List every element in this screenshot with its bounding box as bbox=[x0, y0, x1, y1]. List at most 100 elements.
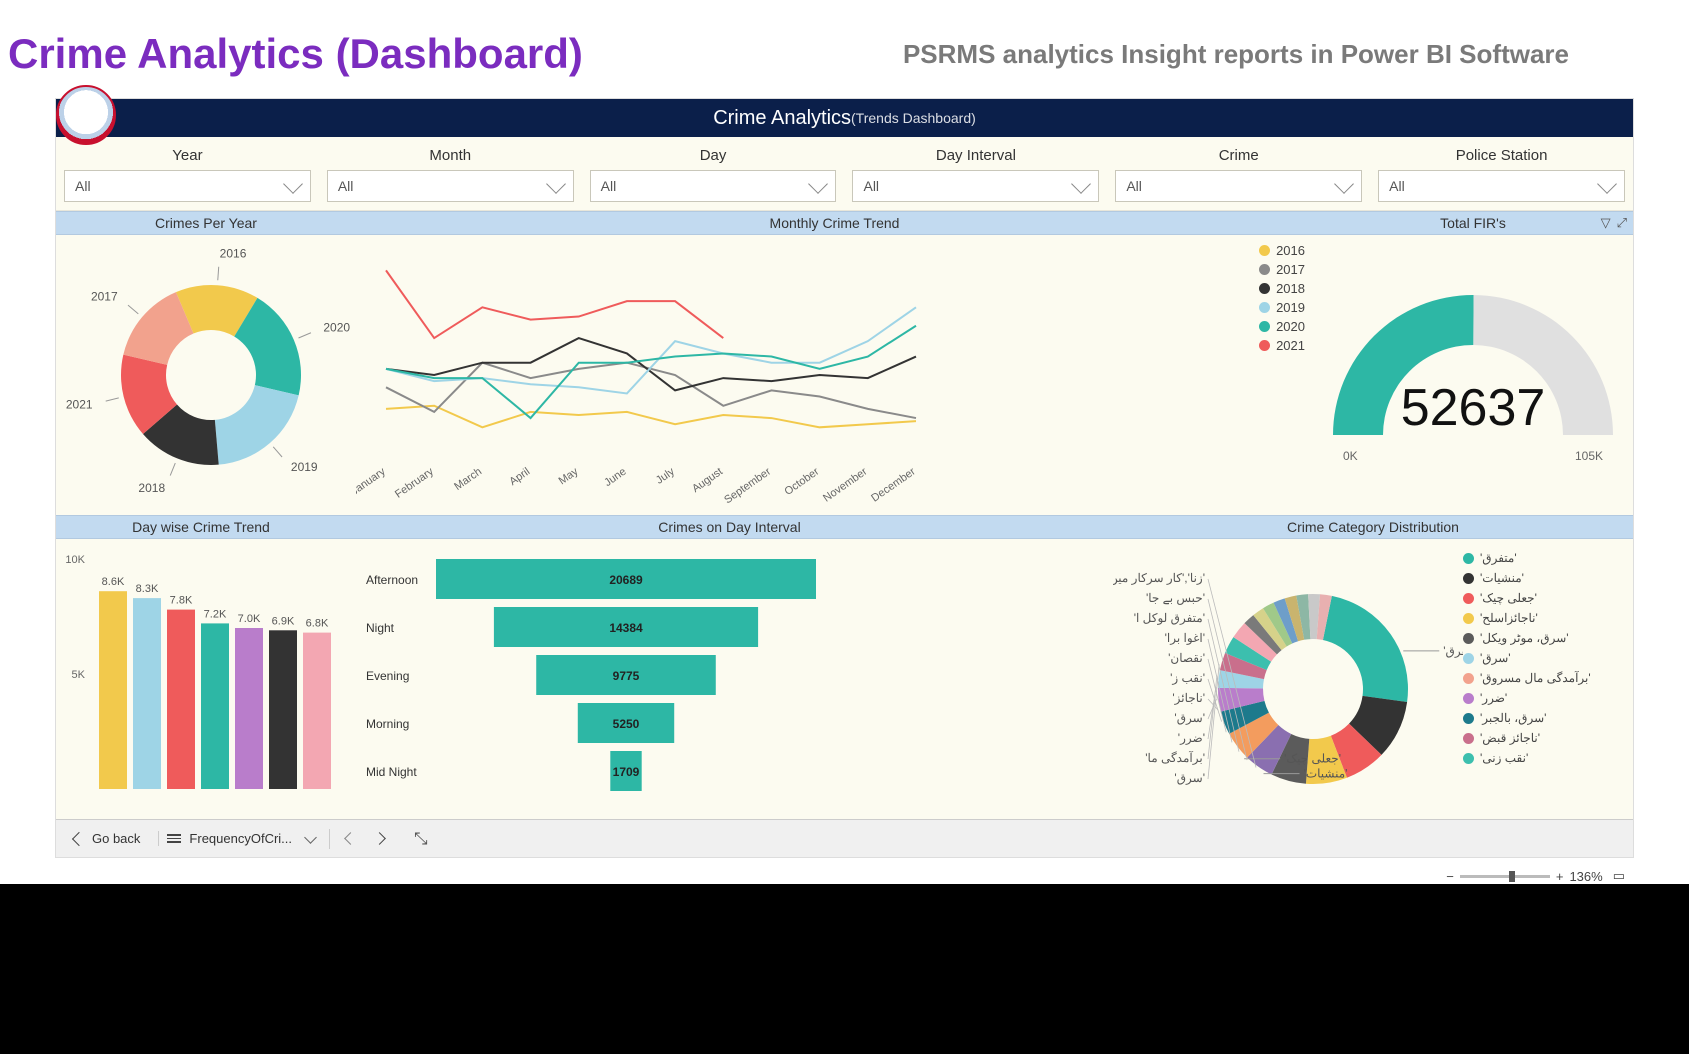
filter-select[interactable]: All bbox=[1115, 170, 1362, 202]
svg-text:6.9K: 6.9K bbox=[272, 615, 295, 627]
svg-text:105K: 105K bbox=[1575, 449, 1603, 463]
svg-text:'سرق': 'سرق' bbox=[1174, 711, 1205, 725]
legend-swatch bbox=[1463, 713, 1474, 724]
top-strip: Crime Analytics (Dashboard) PSRMS analyt… bbox=[0, 0, 1689, 98]
prev-page-button[interactable] bbox=[344, 832, 357, 845]
legend-label: 'سرق، موٹر ویکل' bbox=[1480, 631, 1569, 645]
svg-text:2021: 2021 bbox=[66, 397, 93, 411]
legend-item[interactable]: 2018 bbox=[1259, 281, 1305, 296]
next-page-button[interactable] bbox=[373, 832, 386, 845]
filter-value: All bbox=[75, 178, 91, 194]
go-back-button[interactable]: Go back bbox=[64, 831, 150, 846]
svg-text:April: April bbox=[507, 466, 532, 488]
legend-item[interactable]: 2017 bbox=[1259, 262, 1305, 277]
filter-select[interactable]: All bbox=[590, 170, 837, 202]
chevron-down-icon bbox=[809, 174, 829, 194]
chevron-down-icon bbox=[304, 831, 317, 844]
svg-text:July: July bbox=[654, 465, 677, 486]
legend-item[interactable]: 'سرق' bbox=[1463, 651, 1633, 665]
zoom-in-button[interactable]: + bbox=[1556, 869, 1564, 884]
filter-day: Day All bbox=[582, 137, 845, 210]
filter-label: Month bbox=[327, 141, 574, 170]
svg-text:8.6K: 8.6K bbox=[102, 576, 125, 588]
legend-item[interactable]: 'سرق، بالجبر' bbox=[1463, 711, 1633, 725]
legend-swatch bbox=[1259, 340, 1270, 351]
svg-text:'ضرر': 'ضرر' bbox=[1178, 731, 1205, 745]
legend-item[interactable]: 'نقب زنی' bbox=[1463, 751, 1633, 765]
bar-chart-daywise: 5K10K8.6K8.3K7.8K7.2K7.0K6.9K6.8K bbox=[56, 539, 346, 819]
section-title-daywise: Day wise Crime Trend bbox=[56, 515, 346, 539]
legend-item[interactable]: 'ناجائز قبض' bbox=[1463, 731, 1633, 745]
zoom-out-button[interactable]: − bbox=[1446, 869, 1454, 884]
page-subtitle: PSRMS analytics Insight reports in Power… bbox=[903, 39, 1689, 70]
page-root: Crime Analytics (Dashboard) PSRMS analyt… bbox=[0, 0, 1689, 1054]
legend-label: 'سرق، بالجبر' bbox=[1480, 711, 1546, 725]
svg-text:0K: 0K bbox=[1343, 449, 1358, 463]
svg-text:2017: 2017 bbox=[91, 289, 118, 303]
legend-item[interactable]: 'متفرق' bbox=[1463, 551, 1633, 565]
legend-swatch bbox=[1463, 573, 1474, 584]
svg-text:Afternoon: Afternoon bbox=[366, 573, 418, 587]
svg-text:'جعلی چیک': 'جعلی چیک' bbox=[1284, 752, 1341, 766]
legend-swatch bbox=[1259, 302, 1270, 313]
legend-item[interactable]: 'جعلی چیک' bbox=[1463, 591, 1633, 605]
legend-item[interactable]: 'ناجائزاسلح' bbox=[1463, 611, 1633, 625]
legend-label: 'برآمدگی مال مسروق' bbox=[1480, 671, 1591, 685]
filter-label: Crime bbox=[1115, 141, 1362, 170]
legend-item[interactable]: 'سرق، موٹر ویکل' bbox=[1463, 631, 1633, 645]
panel-day-interval[interactable]: 20689Afternoon14384Night9775Evening5250M… bbox=[346, 539, 1113, 819]
legend-swatch bbox=[1463, 673, 1474, 684]
legend-item[interactable]: 'ضرر' bbox=[1463, 691, 1633, 705]
svg-text:September: September bbox=[722, 465, 773, 506]
legend-item[interactable]: 2019 bbox=[1259, 300, 1305, 315]
filter-select[interactable]: All bbox=[852, 170, 1099, 202]
legend-swatch bbox=[1259, 245, 1270, 256]
panel-monthly-trend[interactable]: JanuaryFebruaryMarchAprilMayJuneJulyAugu… bbox=[356, 235, 1313, 515]
svg-text:5250: 5250 bbox=[613, 717, 640, 731]
legend-swatch bbox=[1463, 653, 1474, 664]
legend-item[interactable]: 'منشیات' bbox=[1463, 571, 1633, 585]
fit-width-button[interactable]: ▭ bbox=[1613, 868, 1625, 884]
page-nav: ⤡ bbox=[329, 829, 444, 849]
donut-crimes-per-year: 201620202019201820212017 bbox=[56, 235, 356, 515]
filter-select[interactable]: All bbox=[64, 170, 311, 202]
filter-label: Year bbox=[64, 141, 311, 170]
filter-crime: Crime All bbox=[1107, 137, 1370, 210]
legend-item[interactable]: 2016 bbox=[1259, 243, 1305, 258]
filter-select[interactable]: All bbox=[327, 170, 574, 202]
svg-text:'اغوا برا': 'اغوا برا' bbox=[1165, 631, 1205, 645]
legend-label: 'ناجائزاسلح' bbox=[1480, 611, 1538, 625]
panel-crimes-per-year[interactable]: 201620202019201820212017 bbox=[56, 235, 356, 515]
svg-text:'متفرق': 'متفرق' bbox=[1443, 644, 1463, 658]
filter-label: Day bbox=[590, 141, 837, 170]
zoom-slider[interactable] bbox=[1460, 875, 1550, 878]
legend-item[interactable]: 'برآمدگی مال مسروق' bbox=[1463, 671, 1633, 685]
svg-text:1709: 1709 bbox=[613, 765, 640, 779]
go-back-label: Go back bbox=[92, 831, 140, 846]
filter-select[interactable]: All bbox=[1378, 170, 1625, 202]
row1: 2016 2020 2019 2018 2021 2017 JanuaryFebruary… bbox=[56, 235, 1633, 515]
section-title-monthly-trend: Monthly Crime Trend bbox=[356, 211, 1313, 235]
row2-title-bar: Day wise Crime Trend Crimes on Day Inter… bbox=[56, 515, 1633, 539]
legend-label: 'منشیات' bbox=[1480, 571, 1524, 585]
legend-item[interactable]: 2021 bbox=[1259, 338, 1305, 353]
legend-label: 2017 bbox=[1276, 262, 1305, 277]
svg-text:'حبس بے جا': 'حبس بے جا' bbox=[1146, 591, 1205, 605]
legend-label: 'ناجائز قبض' bbox=[1480, 731, 1540, 745]
svg-text:2019: 2019 bbox=[291, 460, 318, 474]
legend-label: 2019 bbox=[1276, 300, 1305, 315]
panel-total-fir[interactable]: 526370K105K bbox=[1313, 235, 1633, 515]
row2: 5K10K8.6K8.3K7.8K7.2K7.0K6.9K6.8K 20689 A… bbox=[56, 539, 1633, 819]
filter-icon[interactable]: ▽ bbox=[1601, 215, 1611, 231]
focus-icon[interactable]: ⤢ bbox=[1617, 215, 1627, 231]
panel-daywise[interactable]: 5K10K8.6K8.3K7.8K7.2K7.0K6.9K6.8K bbox=[56, 539, 346, 819]
breadcrumb[interactable]: FrequencyOfCri... bbox=[158, 831, 323, 846]
panel-category[interactable]: 'متفرق''منشیات''جعلی چیک''زنا','کار سرکا… bbox=[1113, 539, 1633, 819]
legend-swatch bbox=[1463, 693, 1474, 704]
fit-to-page-button[interactable]: ⤡ bbox=[414, 829, 428, 849]
svg-text:20689: 20689 bbox=[609, 573, 643, 587]
line-chart-legend: 2016 2017 2018 2019 2020 2021 bbox=[1259, 243, 1305, 357]
legend-item[interactable]: 2020 bbox=[1259, 319, 1305, 334]
section-title-category: Crime Category Distribution bbox=[1113, 515, 1633, 539]
svg-text:9775: 9775 bbox=[613, 669, 640, 683]
